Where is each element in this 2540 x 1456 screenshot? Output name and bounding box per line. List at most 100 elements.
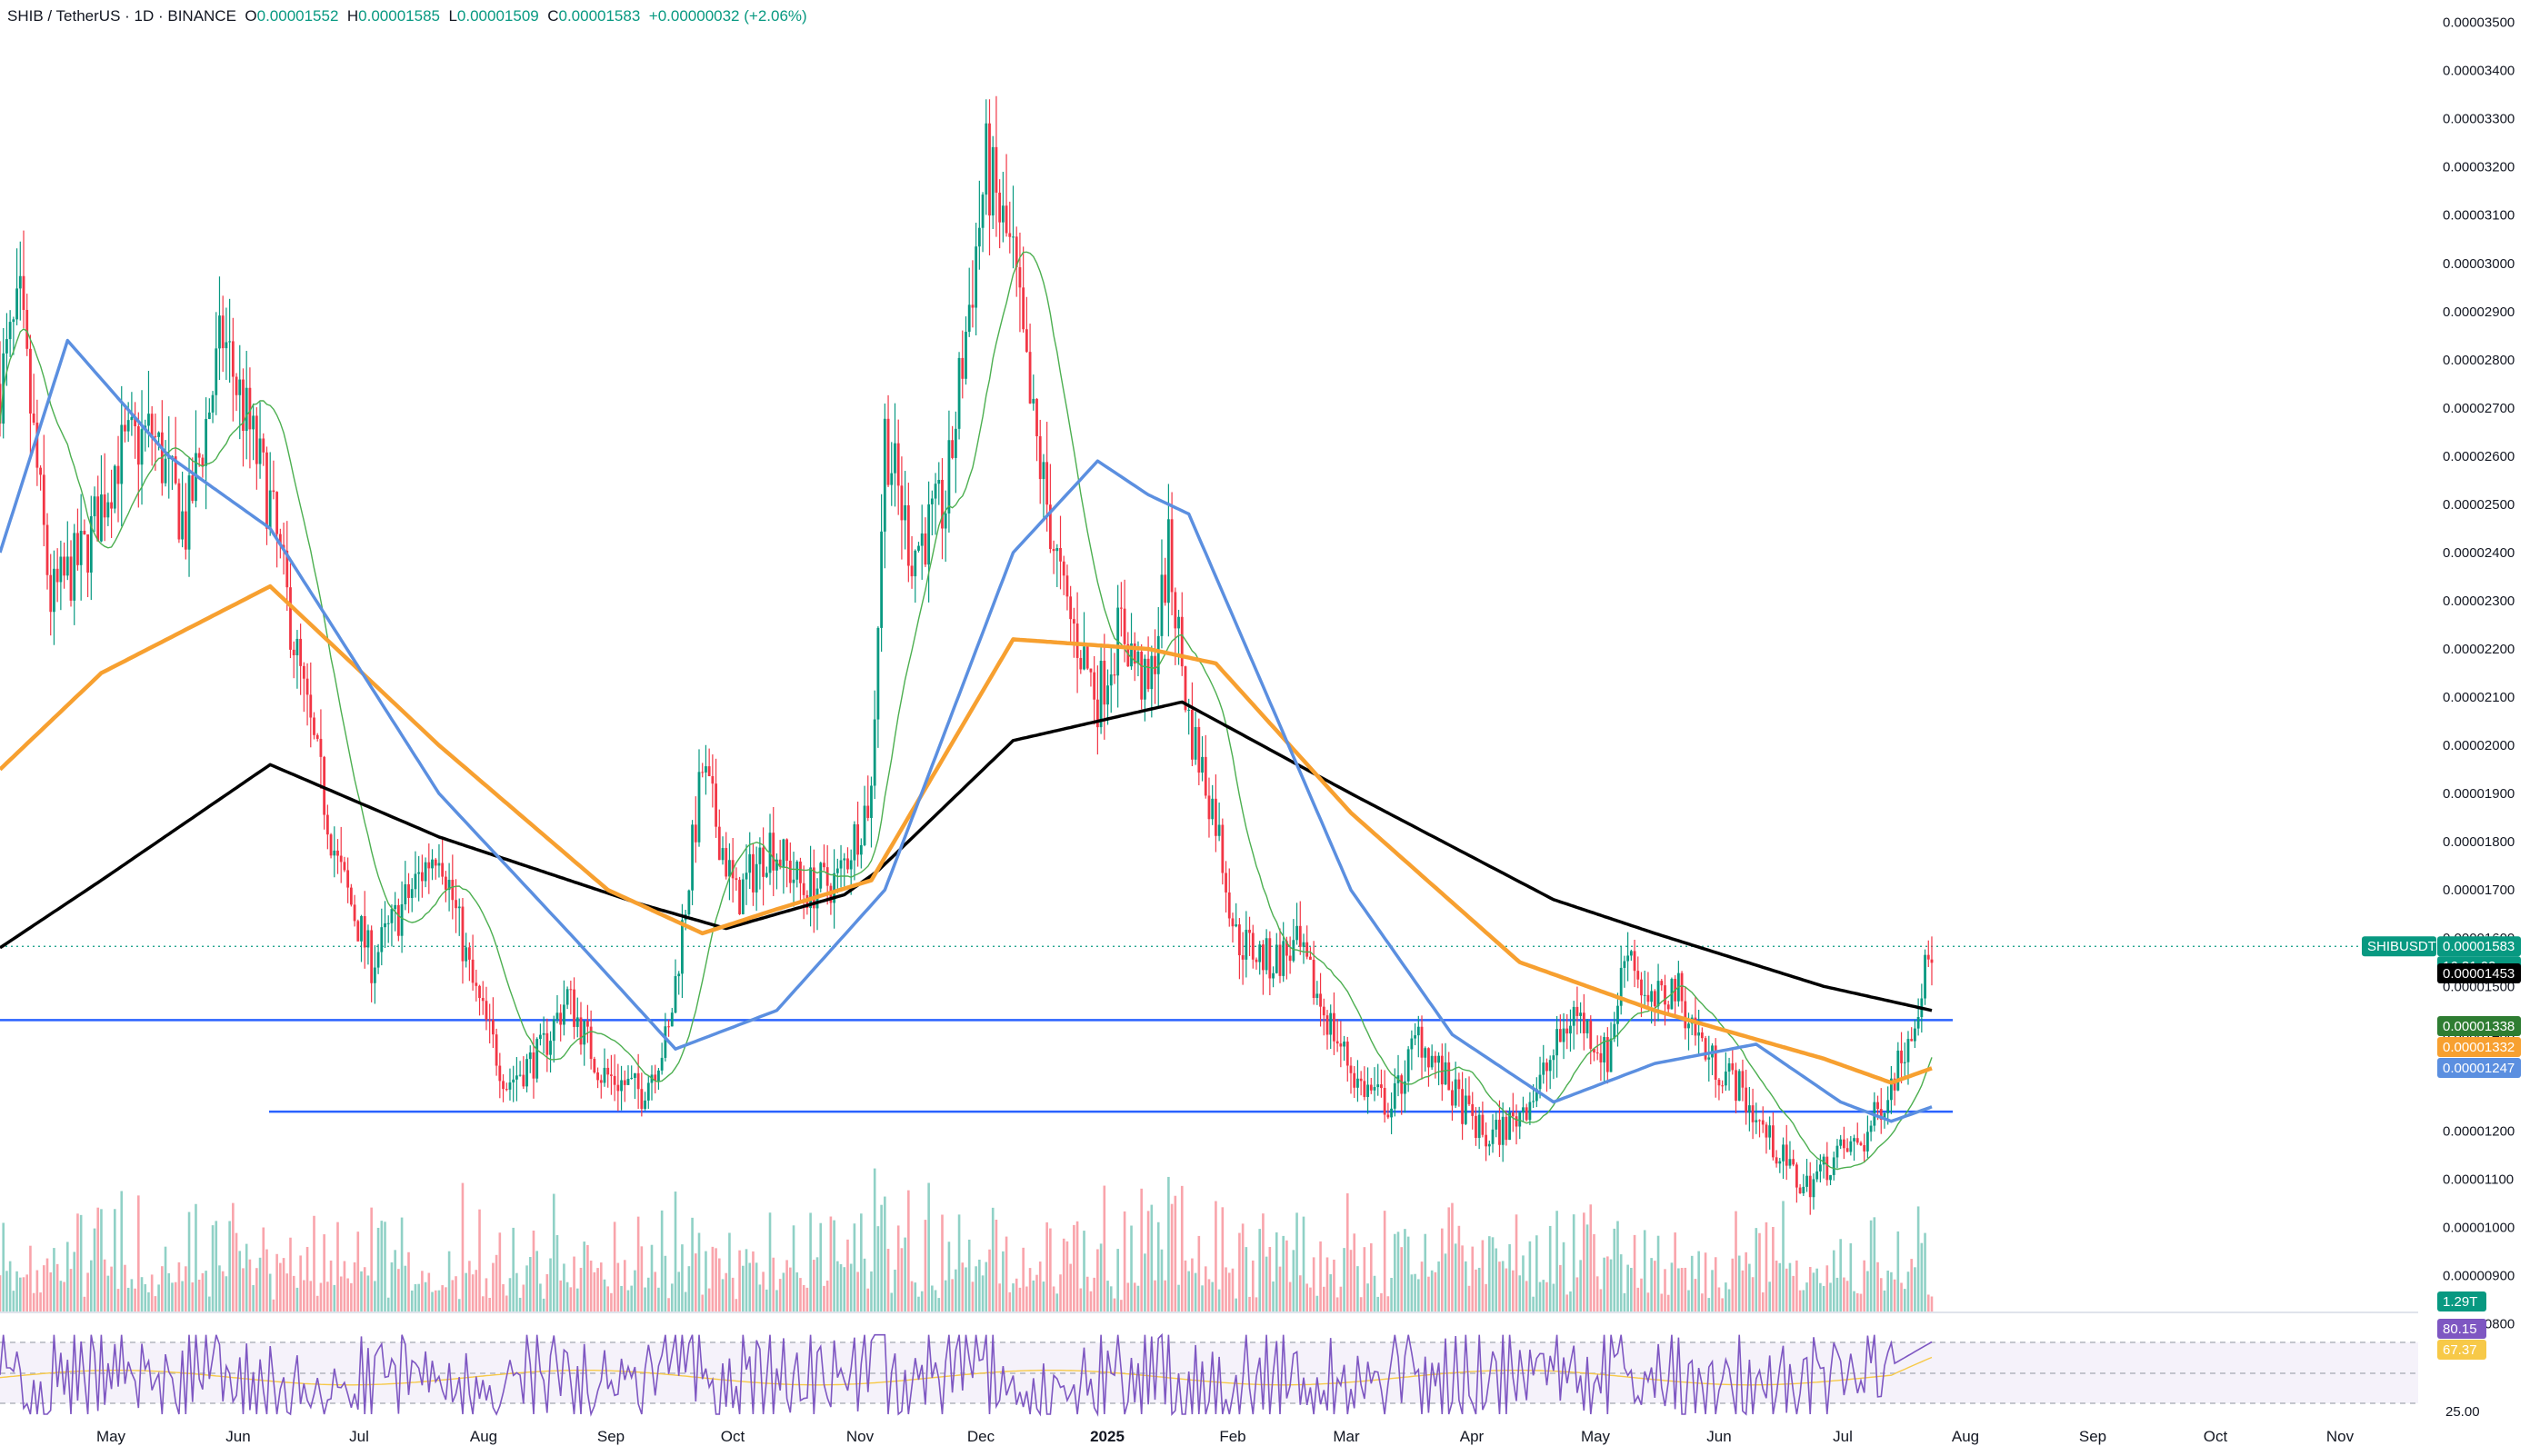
candle-body	[336, 850, 339, 856]
volume-bar	[1711, 1270, 1714, 1311]
volume-bar	[1133, 1282, 1136, 1311]
candle	[285, 521, 289, 611]
volume-bar	[1032, 1280, 1035, 1311]
candle-body	[941, 479, 944, 529]
candle-body	[1890, 1078, 1893, 1101]
candle-body	[1495, 1120, 1498, 1130]
volume-bar	[1194, 1272, 1197, 1311]
candle	[225, 307, 228, 380]
volume-bar	[195, 1203, 197, 1311]
price-axis[interactable]: 0.000035000.000034000.000033000.00003200…	[2443, 15, 2515, 1420]
symbol-title: SHIB / TetherUS · 1D · BINANCE	[7, 7, 236, 25]
candle	[792, 852, 795, 907]
candle	[518, 1061, 522, 1077]
volume-bar	[356, 1232, 360, 1311]
candle-body	[995, 146, 998, 193]
candle-body	[1140, 652, 1144, 700]
candle	[1190, 682, 1194, 766]
volume-bar	[849, 1263, 853, 1311]
candle	[1595, 1035, 1599, 1061]
candle-body	[565, 989, 569, 1005]
candle	[1690, 1014, 1694, 1036]
candle	[1585, 1019, 1589, 1039]
volume-bar	[1461, 1245, 1464, 1311]
volume-bar	[900, 1248, 904, 1311]
candle	[258, 402, 262, 479]
candle	[1335, 1019, 1339, 1052]
candle	[1221, 818, 1225, 885]
candle	[106, 493, 110, 526]
candle	[1640, 972, 1643, 1018]
volume-bar	[955, 1269, 957, 1311]
candle-body	[1136, 652, 1140, 664]
volume-bar	[1477, 1267, 1481, 1311]
candle-body	[620, 1080, 623, 1092]
volume-bar	[1309, 1287, 1312, 1311]
candle-body	[488, 1019, 492, 1021]
candle-body	[1359, 1078, 1363, 1082]
candle-body	[116, 465, 120, 484]
candle-body	[437, 863, 441, 866]
volume-bar	[866, 1288, 870, 1311]
candle	[1235, 903, 1238, 928]
volume-bar	[1775, 1260, 1778, 1311]
candle-body	[1515, 1116, 1518, 1127]
volume-bar	[329, 1260, 333, 1311]
volume-bar	[742, 1265, 745, 1311]
time-tick-label: May	[1581, 1428, 1611, 1445]
rsi-value-badge-text: 80.15	[2443, 1321, 2477, 1337]
candle-body	[502, 1081, 505, 1090]
candle-body	[1572, 1006, 1575, 1026]
volume-bar	[1447, 1207, 1451, 1311]
candle-body	[228, 341, 232, 343]
candle	[1427, 1047, 1430, 1087]
volume-bar	[79, 1214, 83, 1311]
candle-body	[1028, 352, 1032, 404]
candle-body	[1258, 944, 1262, 962]
candle	[272, 460, 275, 500]
candle-body	[1758, 1120, 1761, 1122]
candle	[1735, 1062, 1737, 1113]
volume-bar	[1106, 1281, 1109, 1311]
candle-body	[400, 903, 404, 936]
volume-bar	[424, 1281, 427, 1311]
volume-bar	[468, 1261, 471, 1311]
candle	[1890, 1065, 1893, 1114]
candle-body	[1285, 941, 1288, 956]
candle	[339, 826, 343, 883]
candle-body	[596, 1072, 599, 1081]
volume-bar	[965, 1267, 967, 1311]
volume-bar	[755, 1262, 758, 1311]
volume-bar	[785, 1260, 788, 1311]
candle-body	[1038, 435, 1042, 480]
candle-body	[799, 861, 802, 883]
volume-bar	[853, 1223, 856, 1311]
candle-body	[465, 947, 468, 962]
candle-body	[79, 531, 83, 565]
candle-body	[528, 1052, 532, 1060]
candle	[1302, 933, 1305, 964]
candle	[467, 942, 471, 982]
time-axis[interactable]: May Jun Jul Aug Sep Oct Nov Dec 2025 Feb Mar Apr May…	[96, 1428, 2355, 1445]
volume-bar	[687, 1266, 691, 1311]
volume-bar	[1542, 1280, 1545, 1311]
price-tick-label: 0.00003000	[2443, 256, 2515, 272]
candle-body	[1123, 608, 1126, 644]
candle-body	[1808, 1175, 1812, 1198]
candle	[498, 1052, 502, 1099]
candle	[1106, 669, 1109, 725]
volume-bar	[116, 1289, 120, 1311]
volume-bar	[1559, 1264, 1562, 1311]
candle	[1154, 629, 1156, 704]
candle	[1008, 201, 1012, 254]
candle	[1322, 998, 1325, 1036]
candle-body	[738, 880, 741, 914]
price-tick-label: 0.00002800	[2443, 353, 2515, 368]
candle-body	[1042, 462, 1045, 480]
volume-bar	[1545, 1281, 1548, 1311]
candle	[86, 534, 89, 598]
candle-body	[752, 853, 755, 893]
price-tick-label: 0.00002700	[2443, 401, 2515, 416]
volume-bar	[481, 1296, 485, 1311]
